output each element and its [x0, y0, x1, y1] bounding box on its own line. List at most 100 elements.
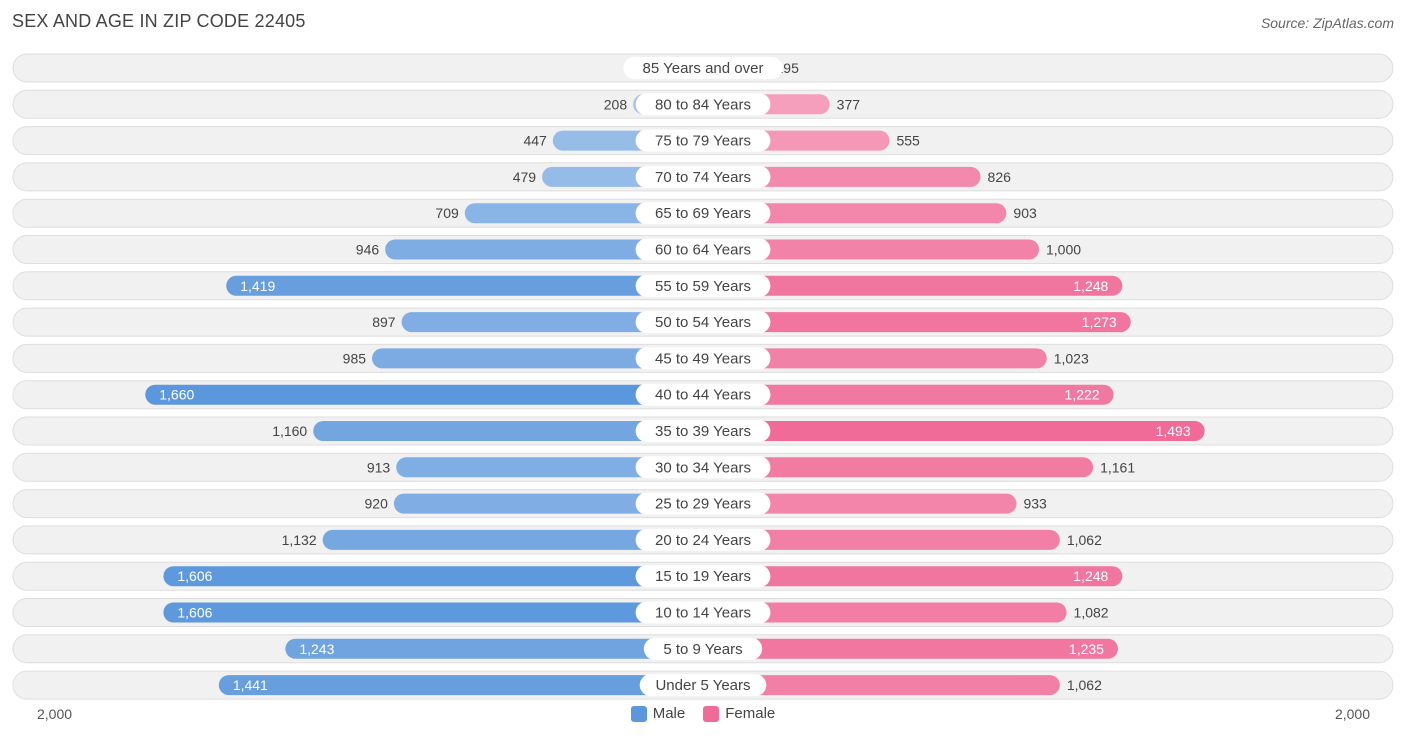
category-label: 30 to 34 Years: [655, 459, 751, 476]
male-bar: [226, 275, 703, 296]
category-pill: [635, 492, 771, 515]
category-label: 70 to 74 Years: [655, 169, 751, 186]
male-value-label: 1,243: [299, 641, 334, 657]
male-value-label: 1,160: [272, 423, 307, 439]
category-pill: [635, 565, 771, 588]
female-bar: [703, 239, 1039, 260]
female-bar: [703, 602, 1067, 623]
legend-female-label: Female: [725, 705, 776, 722]
female-bar: [703, 493, 1017, 514]
category-label: 25 to 29 Years: [655, 496, 751, 513]
category-pill: [635, 238, 771, 261]
category-pill: [639, 674, 767, 697]
category-pill: [623, 57, 783, 79]
male-value-label: 946: [356, 242, 380, 258]
male-bar: [372, 348, 703, 369]
axis-left-label: 2,000: [37, 706, 73, 722]
female-value-label: 1,222: [1065, 387, 1100, 403]
category-pill: [635, 274, 771, 297]
category-label: 35 to 39 Years: [655, 423, 751, 440]
category-label: 15 to 19 Years: [655, 568, 751, 585]
female-value-label: 377: [837, 96, 861, 112]
male-value-label: 1,606: [177, 568, 212, 584]
category-label: 65 to 69 Years: [655, 205, 751, 222]
male-value-label: 1,660: [159, 387, 194, 403]
female-value-label: 1,062: [1067, 532, 1102, 548]
female-bar: [703, 675, 1060, 696]
category-label: 85 Years and over: [643, 60, 764, 77]
female-value-label: 903: [1013, 205, 1037, 221]
female-bar: [703, 312, 1131, 333]
male-swatch: [630, 705, 647, 722]
female-bar: [703, 638, 1118, 659]
female-value-label: 1,023: [1054, 350, 1089, 366]
female-swatch: [703, 705, 720, 722]
female-value-label: 1,000: [1046, 242, 1081, 258]
male-value-label: 447: [523, 133, 547, 149]
category-label: 20 to 24 Years: [655, 532, 751, 549]
female-value-label: 1,082: [1074, 605, 1109, 621]
female-bar: [703, 203, 1007, 224]
female-value-label: 1,235: [1069, 641, 1104, 657]
male-bar: [396, 457, 703, 478]
female-value-label: 1,161: [1100, 459, 1135, 475]
category-pill: [643, 637, 763, 660]
category-pill: [635, 93, 771, 116]
male-value-label: 897: [372, 314, 396, 330]
female-value-label: 1,273: [1082, 314, 1117, 330]
legend-item-female[interactable]: Female: [703, 705, 775, 722]
male-value-label: 1,419: [240, 278, 275, 294]
category-pill: [635, 383, 771, 406]
female-value-label: 1,493: [1156, 423, 1191, 439]
axis-right-label: 2,000: [1334, 706, 1370, 722]
legend-item-male[interactable]: Male: [630, 705, 686, 722]
category-pill: [635, 311, 771, 334]
female-value-label: 933: [1023, 496, 1047, 512]
category-pill: [635, 601, 771, 624]
male-value-label: 1,606: [177, 605, 212, 621]
category-label: 5 to 9 Years: [663, 641, 742, 658]
female-bar: [703, 384, 1114, 405]
female-value-label: 826: [988, 169, 1012, 185]
source-label: Source: ZipAtlas.com: [1260, 15, 1394, 31]
legend: Male Female: [0, 705, 1406, 722]
category-pill: [635, 528, 771, 551]
legend-male-label: Male: [652, 705, 686, 722]
male-bar: [285, 638, 703, 659]
category-label: 60 to 64 Years: [655, 242, 751, 259]
male-value-label: 913: [367, 459, 391, 475]
male-bar: [218, 675, 703, 696]
category-label: 10 to 14 Years: [655, 605, 751, 622]
female-bar: [703, 457, 1094, 478]
female-value-label: 1,062: [1067, 677, 1102, 693]
male-bar: [385, 239, 703, 260]
female-bar: [703, 166, 981, 187]
male-value-label: 1,132: [282, 532, 317, 548]
female-bar: [703, 421, 1205, 441]
category-pill: [635, 165, 771, 188]
male-bar: [145, 384, 704, 405]
female-value-label: 1,248: [1073, 568, 1108, 584]
female-bar: [703, 529, 1060, 550]
male-value-label: 709: [435, 205, 459, 221]
male-bar: [322, 529, 703, 550]
male-value-label: 479: [513, 169, 537, 185]
female-bar: [703, 275, 1123, 296]
female-bar: [703, 566, 1123, 587]
female-bar: [703, 348, 1047, 369]
category-label: 45 to 49 Years: [655, 350, 751, 367]
male-bar: [163, 566, 703, 587]
category-label: Under 5 Years: [655, 677, 750, 694]
chart-title: SEX AND AGE IN ZIP CODE 22405: [12, 11, 306, 31]
category-pill: [635, 456, 771, 479]
male-bar: [393, 493, 703, 514]
male-bar: [313, 421, 703, 441]
category-label: 55 to 59 Years: [655, 278, 751, 295]
male-value-label: 1,441: [233, 677, 268, 693]
category-pill: [635, 129, 771, 152]
category-label: 80 to 84 Years: [655, 96, 751, 113]
female-value-label: 1,248: [1073, 278, 1108, 294]
female-value-label: 555: [896, 133, 920, 149]
male-value-label: 985: [343, 350, 367, 366]
